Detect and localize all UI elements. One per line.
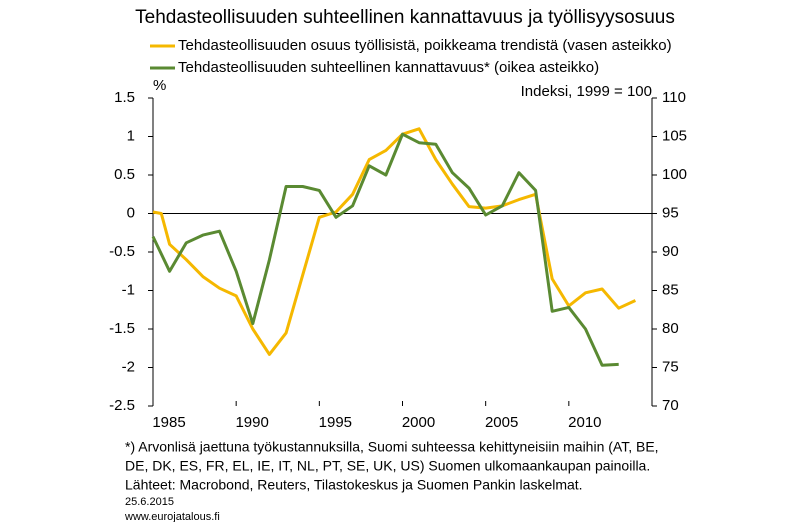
y-tick-label: -1 [122, 281, 135, 298]
x-tick-label: 2005 [485, 414, 518, 431]
source-url: www.eurojatalous.fi [124, 511, 220, 522]
y2-tick-label: 110 [662, 89, 686, 106]
y2-tick-label: 85 [662, 281, 679, 298]
x-tick-label: 2000 [402, 414, 435, 431]
chart-title: Tehdasteollisuuden suhteellinen kannatta… [135, 7, 675, 28]
y2-tick-label: 75 [662, 358, 679, 375]
x-tick-label: 2010 [568, 414, 601, 431]
y-tick-label: -2.5 [109, 397, 135, 414]
y2-axis-label: Indeksi, 1999 = 100 [521, 83, 652, 100]
y2-tick-label: 90 [662, 243, 679, 260]
y-axis-label: % [153, 77, 166, 94]
y-tick-label: 0.5 [114, 166, 135, 183]
series-line [152, 127, 637, 356]
note: Lähteet: Macrobond, Reuters, Tilastokesk… [125, 477, 583, 493]
y-tick-label: 1.5 [114, 89, 135, 106]
x-tick-label: 1990 [235, 414, 268, 431]
y2-tick-label: 80 [662, 320, 679, 337]
y-tick-label: 1 [127, 127, 135, 144]
series-line [151, 132, 619, 367]
y-tick-label: -1.5 [109, 320, 135, 337]
legend-label: Tehdasteollisuuden osuus työllisistä, po… [178, 37, 672, 54]
y2-tick-label: 100 [662, 166, 687, 183]
x-tick-label: 1985 [152, 414, 185, 431]
note: *) Arvonlisä jaettuna työkustannuksilla,… [125, 439, 659, 455]
y-tick-label: -2 [122, 358, 135, 375]
x-tick-label: 1995 [319, 414, 352, 431]
note: DE, DK, ES, FR, EL, IE, IT, NL, PT, SE, … [125, 458, 650, 474]
y2-tick-label: 95 [662, 204, 679, 221]
y-tick-label: 0 [127, 204, 135, 221]
legend-label: Tehdasteollisuuden suhteellinen kannatta… [178, 59, 599, 76]
y2-tick-label: 70 [662, 397, 679, 414]
y2-tick-label: 105 [662, 127, 687, 144]
y-tick-label: -0.5 [109, 243, 135, 260]
date: 25.6.2015 [125, 496, 174, 508]
